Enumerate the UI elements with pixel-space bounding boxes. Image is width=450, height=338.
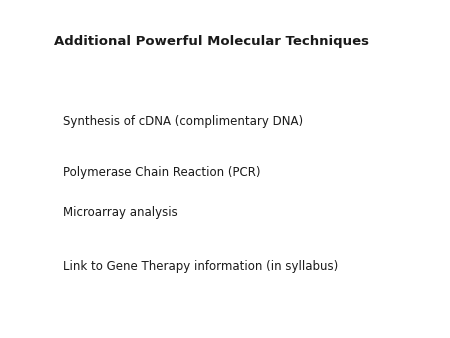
Text: Microarray analysis: Microarray analysis [63,206,178,219]
Text: Synthesis of cDNA (complimentary DNA): Synthesis of cDNA (complimentary DNA) [63,115,303,128]
Text: Polymerase Chain Reaction (PCR): Polymerase Chain Reaction (PCR) [63,166,261,178]
Text: Additional Powerful Molecular Techniques: Additional Powerful Molecular Techniques [54,35,369,48]
Text: Link to Gene Therapy information (in syllabus): Link to Gene Therapy information (in syl… [63,260,338,273]
